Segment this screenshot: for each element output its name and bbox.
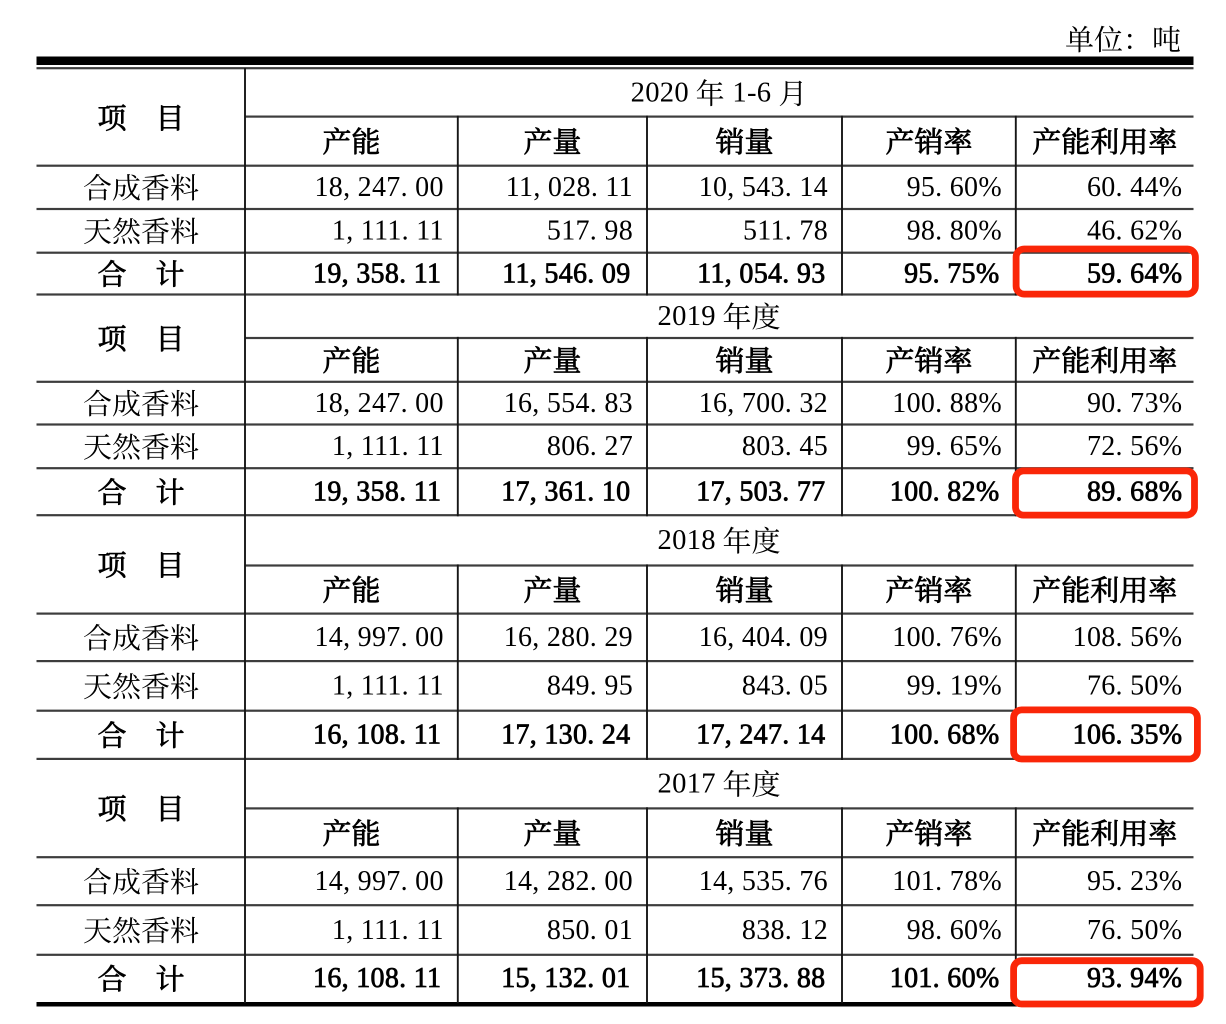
svg-text:93. 94%: 93. 94% <box>1087 963 1182 994</box>
svg-text:60. 44%: 60. 44% <box>1087 172 1182 203</box>
svg-text:2018: 2018 <box>658 525 716 556</box>
svg-text:18, 247. 00: 18, 247. 00 <box>314 388 443 419</box>
svg-text:89. 68%: 89. 68% <box>1087 477 1182 508</box>
svg-text:10, 543. 14: 10, 543. 14 <box>699 172 828 203</box>
svg-text:16, 108. 11: 16, 108. 11 <box>313 720 441 751</box>
svg-text:98. 60%: 98. 60% <box>907 915 1002 946</box>
svg-text:15, 132. 01: 15, 132. 01 <box>501 963 630 994</box>
svg-text:19, 358. 11: 19, 358. 11 <box>313 477 441 508</box>
svg-text:17, 247. 14: 17, 247. 14 <box>696 720 825 751</box>
svg-text:72. 56%: 72. 56% <box>1087 431 1182 462</box>
svg-text:2020: 2020 <box>631 78 689 109</box>
svg-text:100. 88%: 100. 88% <box>892 388 1002 419</box>
svg-text:17, 130. 24: 17, 130. 24 <box>501 720 630 751</box>
svg-text:14, 535. 76: 14, 535. 76 <box>699 866 828 897</box>
svg-text:803. 45: 803. 45 <box>742 431 828 462</box>
svg-text:99. 19%: 99. 19% <box>907 671 1002 702</box>
svg-text:16, 108. 11: 16, 108. 11 <box>313 963 441 994</box>
svg-text:76. 50%: 76. 50% <box>1087 915 1182 946</box>
svg-text:100. 82%: 100. 82% <box>890 477 1000 508</box>
svg-text:849. 95: 849. 95 <box>547 671 633 702</box>
svg-text:19, 358. 11: 19, 358. 11 <box>313 258 441 289</box>
svg-text:95. 75%: 95. 75% <box>904 258 999 289</box>
svg-text:843. 05: 843. 05 <box>742 671 828 702</box>
svg-text:16, 280. 29: 16, 280. 29 <box>504 622 633 653</box>
svg-text:1, 111. 11: 1, 111. 11 <box>332 216 444 247</box>
svg-text:2019: 2019 <box>658 301 716 332</box>
svg-text:17, 503. 77: 17, 503. 77 <box>696 477 825 508</box>
svg-text:511. 78: 511. 78 <box>743 216 828 247</box>
svg-text:16, 554. 83: 16, 554. 83 <box>504 388 633 419</box>
svg-text:101. 78%: 101. 78% <box>892 866 1002 897</box>
svg-text:517. 98: 517. 98 <box>547 216 633 247</box>
svg-text:95. 23%: 95. 23% <box>1087 866 1182 897</box>
svg-text:106. 35%: 106. 35% <box>1073 720 1183 751</box>
svg-text:14, 997. 00: 14, 997. 00 <box>314 622 443 653</box>
svg-text:76. 50%: 76. 50% <box>1087 671 1182 702</box>
svg-text:1, 111. 11: 1, 111. 11 <box>332 671 444 702</box>
svg-text:59. 64%: 59. 64% <box>1087 258 1182 289</box>
svg-text:108. 56%: 108. 56% <box>1073 622 1183 653</box>
svg-text:1-6: 1-6 <box>732 78 771 109</box>
svg-text:11, 546. 09: 11, 546. 09 <box>502 258 630 289</box>
svg-text:100. 76%: 100. 76% <box>892 622 1002 653</box>
svg-text:11, 028. 11: 11, 028. 11 <box>506 172 633 203</box>
svg-text:16, 404. 09: 16, 404. 09 <box>699 622 828 653</box>
svg-text:1, 111. 11: 1, 111. 11 <box>332 915 444 946</box>
svg-text:838. 12: 838. 12 <box>742 915 828 946</box>
svg-text:99. 65%: 99. 65% <box>907 431 1002 462</box>
svg-text:98. 80%: 98. 80% <box>907 216 1002 247</box>
svg-text:46. 62%: 46. 62% <box>1087 216 1182 247</box>
svg-text:1, 111. 11: 1, 111. 11 <box>332 431 444 462</box>
svg-text:14, 997. 00: 14, 997. 00 <box>314 866 443 897</box>
svg-text:850. 01: 850. 01 <box>547 915 633 946</box>
svg-text:14, 282. 00: 14, 282. 00 <box>504 866 633 897</box>
svg-text:2017: 2017 <box>658 768 716 799</box>
svg-text:16, 700. 32: 16, 700. 32 <box>699 388 828 419</box>
svg-text:18, 247. 00: 18, 247. 00 <box>314 172 443 203</box>
svg-text:100. 68%: 100. 68% <box>890 720 1000 751</box>
svg-text:11, 054. 93: 11, 054. 93 <box>697 258 825 289</box>
svg-text:95. 60%: 95. 60% <box>907 172 1002 203</box>
svg-text:15, 373. 88: 15, 373. 88 <box>696 963 825 994</box>
svg-text:101. 60%: 101. 60% <box>890 963 1000 994</box>
svg-text:806. 27: 806. 27 <box>547 431 633 462</box>
svg-text:90. 73%: 90. 73% <box>1087 388 1182 419</box>
svg-text:17, 361. 10: 17, 361. 10 <box>501 477 630 508</box>
